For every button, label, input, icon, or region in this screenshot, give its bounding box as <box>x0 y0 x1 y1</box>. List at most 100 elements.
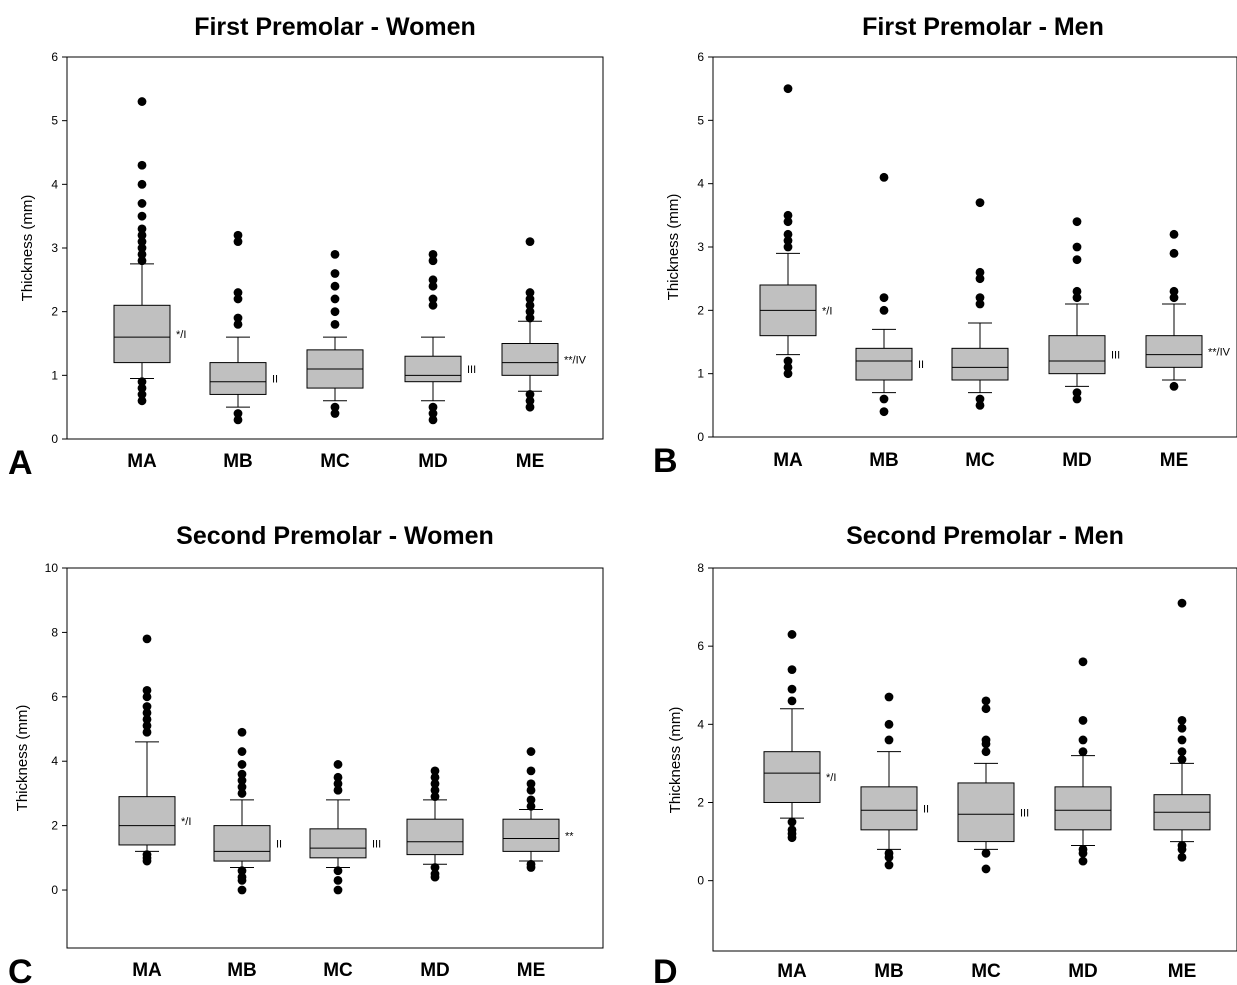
outlier-point <box>233 230 243 240</box>
iqr-box <box>951 347 1009 381</box>
outlier-point <box>137 243 147 253</box>
outlier-point <box>1078 848 1088 858</box>
outlier-point <box>787 684 797 694</box>
outlier-point <box>330 281 340 291</box>
outlier-point <box>787 630 797 639</box>
outlier-point <box>787 833 797 843</box>
category-label: ME <box>516 451 545 472</box>
significance-annotation: */I <box>822 305 832 317</box>
category-label: MB <box>227 960 257 981</box>
iqr-box <box>406 818 464 856</box>
iqr-box <box>502 818 560 852</box>
outlier-point <box>333 772 343 782</box>
outlier-point <box>330 409 340 418</box>
outlier-point <box>237 782 247 792</box>
box-me: ** <box>502 747 574 872</box>
outlier-point <box>137 160 147 170</box>
outlier-point <box>430 772 440 782</box>
box-me: **/IV <box>1145 229 1231 391</box>
iqr-box <box>1054 786 1112 831</box>
outlier-point <box>137 97 147 106</box>
outlier-point <box>1169 286 1179 296</box>
category-label: MC <box>323 960 353 981</box>
box-mc <box>306 249 364 418</box>
box-mc <box>951 198 1009 410</box>
outlier-point <box>237 727 247 737</box>
outlier-point <box>137 230 147 240</box>
panel-title: First Premolar - Men <box>862 13 1104 41</box>
outlier-point <box>330 402 340 412</box>
category-label: MB <box>869 450 899 471</box>
outlier-point <box>333 885 343 895</box>
outlier-point <box>237 789 247 798</box>
outlier-point <box>1177 755 1187 764</box>
y-tick-label: 2 <box>697 795 704 809</box>
outlier-point <box>526 785 536 795</box>
outlier-point <box>1078 735 1088 745</box>
outlier-point <box>142 721 152 731</box>
outlier-point <box>137 249 147 259</box>
category-label: MA <box>777 961 807 982</box>
box-md <box>406 766 464 882</box>
box-mb: II <box>855 172 924 417</box>
iqr-box <box>1048 335 1106 375</box>
outlier-point <box>237 769 247 779</box>
outlier-point <box>526 747 536 756</box>
outlier-point <box>975 198 985 208</box>
y-tick-label: 0 <box>51 883 58 897</box>
iqr-box <box>855 347 913 381</box>
outlier-point <box>525 237 535 247</box>
outlier-point <box>526 766 536 776</box>
outlier-point <box>330 307 340 317</box>
outlier-point <box>879 172 889 182</box>
outlier-point <box>879 394 889 404</box>
outlier-point <box>428 281 438 291</box>
box-mc: III <box>309 760 381 895</box>
y-tick-label: 8 <box>697 561 704 575</box>
outlier-point <box>333 875 343 885</box>
outlier-point <box>233 313 243 323</box>
outlier-point <box>430 872 440 882</box>
outlier-point <box>787 817 797 827</box>
outlier-point <box>787 665 797 675</box>
outlier-point <box>330 269 340 278</box>
box-md: III <box>1048 217 1120 404</box>
y-tick-label: 2 <box>697 303 704 317</box>
panel-letter: D <box>653 953 678 985</box>
iqr-box <box>404 355 462 383</box>
outlier-point <box>237 866 247 876</box>
y-tick-label: 4 <box>697 717 704 731</box>
panel-c: Second Premolar - Women C Thickness (mm) 0 2… <box>8 522 604 985</box>
category-label: MD <box>420 960 450 981</box>
panel-letter: B <box>653 442 678 480</box>
category-label: ME <box>1160 450 1189 471</box>
y-tick-label: 4 <box>51 177 58 191</box>
outlier-point <box>884 735 894 745</box>
outlier-point <box>142 708 152 718</box>
y-axis-label: Thickness (mm) <box>667 707 684 814</box>
outlier-point <box>333 779 343 789</box>
category-label: MD <box>1062 450 1092 471</box>
significance-annotation: II <box>918 359 924 371</box>
y-tick-label: 2 <box>51 305 58 319</box>
y-axis-label: Thickness (mm) <box>19 195 36 302</box>
panel-letter: C <box>8 953 33 985</box>
panel-letter: A <box>8 444 33 482</box>
category-label: MC <box>965 450 995 471</box>
iqr-box <box>1145 335 1203 368</box>
outlier-point <box>525 300 535 310</box>
outlier-point <box>430 863 440 872</box>
outlier-point <box>137 224 147 234</box>
box-ma: */I <box>759 84 832 379</box>
outlier-point <box>525 288 535 297</box>
outlier-point <box>142 634 152 644</box>
box-md <box>1054 657 1112 866</box>
outlier-point <box>1177 747 1187 757</box>
outlier-point <box>330 249 340 259</box>
outlier-point <box>1072 394 1082 404</box>
outlier-point <box>1177 716 1187 725</box>
outlier-point <box>1177 723 1187 733</box>
category-label: MB <box>223 451 253 472</box>
outlier-point <box>137 396 147 406</box>
